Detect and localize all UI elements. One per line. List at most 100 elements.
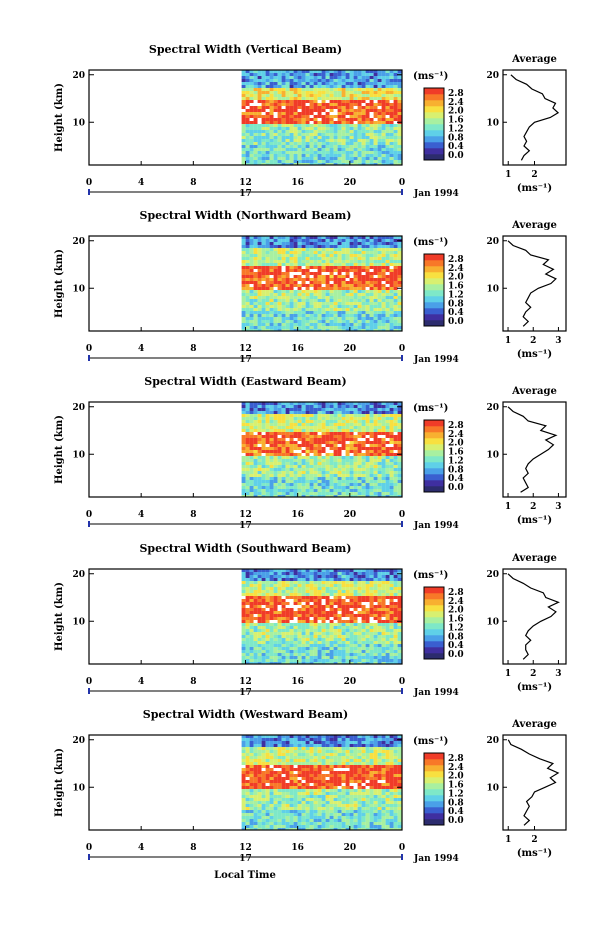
heatmap-cell xyxy=(313,402,318,405)
heatmap-cell xyxy=(377,629,382,632)
heatmap-cell xyxy=(397,623,402,626)
heatmap-cell xyxy=(329,293,334,296)
heatmap-cell xyxy=(349,127,354,130)
heatmap-cell xyxy=(325,112,330,115)
heatmap-cell xyxy=(313,426,318,429)
heatmap-cell xyxy=(293,245,298,248)
heatmap-cell xyxy=(257,154,262,157)
heatmap-cell xyxy=(305,329,310,331)
heatmap-cell xyxy=(293,88,298,91)
heatmap-cell xyxy=(369,495,374,497)
heatmap-cell xyxy=(281,492,286,495)
heatmap-cell xyxy=(249,257,254,260)
heatmap-cell xyxy=(277,462,282,465)
heatmap-cell xyxy=(261,402,266,405)
heatmap-cell xyxy=(341,483,346,486)
date-label: Jan 1994 xyxy=(413,521,459,531)
heatmap-cell xyxy=(321,94,326,97)
heatmap-cell xyxy=(365,495,370,497)
heatmap-cell xyxy=(385,124,390,127)
heatmap-cell xyxy=(269,118,274,121)
heatmap-cell xyxy=(293,76,298,79)
heatmap-cell xyxy=(253,160,258,163)
heatmap-cell xyxy=(353,587,358,590)
average-profile-line xyxy=(507,240,557,327)
heatmap-cell xyxy=(373,317,378,320)
heatmap-cell xyxy=(293,257,298,260)
heatmap-cell xyxy=(341,245,346,248)
heatmap-cell xyxy=(317,429,322,432)
heatmap-cell xyxy=(397,308,402,311)
heatmap-cell xyxy=(253,471,258,474)
heatmap-cell xyxy=(337,302,342,305)
heatmap-cell xyxy=(301,139,306,142)
heatmap-cell xyxy=(253,281,258,284)
heatmap-cell xyxy=(293,329,298,331)
heatmap-cell xyxy=(321,417,326,420)
heatmap-cell xyxy=(353,154,358,157)
heatmap-cell xyxy=(337,317,342,320)
heatmap-cell xyxy=(313,311,318,314)
heatmap-cell xyxy=(353,465,358,468)
heatmap-cell xyxy=(277,299,282,302)
heatmap-cell xyxy=(361,97,366,100)
heatmap-cell xyxy=(245,329,250,331)
heatmap-cell xyxy=(269,91,274,94)
heatmap-cell xyxy=(289,151,294,154)
heatmap-cell xyxy=(377,432,382,435)
heatmap-cell xyxy=(349,133,354,136)
heatmap-cell xyxy=(257,453,262,456)
heatmap-cell xyxy=(249,632,254,635)
heatmap-cell xyxy=(249,275,254,278)
heatmap-cell xyxy=(245,109,250,112)
heatmap-cell xyxy=(297,109,302,112)
heatmap-cell xyxy=(309,263,314,266)
heatmap-cell xyxy=(241,82,246,85)
heatmap-cell xyxy=(273,73,278,76)
heatmap-cell xyxy=(285,483,290,486)
heatmap-cell xyxy=(337,608,342,611)
heatmap-cell xyxy=(309,587,314,590)
heatmap-cell xyxy=(285,242,290,245)
heatmap-cell xyxy=(265,124,270,127)
heatmap-cell xyxy=(393,444,398,447)
heatmap-cell xyxy=(285,456,290,459)
heatmap-cell xyxy=(393,103,398,106)
heatmap-cell xyxy=(313,242,318,245)
heatmap-cell xyxy=(249,465,254,468)
heatmap-cell xyxy=(381,106,386,109)
heatmap-cell xyxy=(265,100,270,103)
heatmap-cell xyxy=(285,629,290,632)
heatmap-cell xyxy=(377,157,382,160)
heatmap-cell xyxy=(257,617,262,620)
colorbar-tick: 0.8 xyxy=(448,465,464,475)
heatmap-cell xyxy=(321,468,326,471)
heatmap-cell xyxy=(389,130,394,133)
heatmap-cell xyxy=(393,408,398,411)
heatmap-cell xyxy=(305,426,310,429)
heatmap-cell xyxy=(249,420,254,423)
heatmap-cell xyxy=(261,453,266,456)
heatmap-cell xyxy=(341,423,346,426)
heatmap-cell xyxy=(333,474,338,477)
heatmap-cell xyxy=(321,408,326,411)
heatmap-cell xyxy=(241,127,246,130)
heatmap-cell xyxy=(349,254,354,257)
heatmap-cell xyxy=(301,486,306,489)
heatmap-cell xyxy=(361,462,366,465)
heatmap-cell xyxy=(325,299,330,302)
heatmap-cell xyxy=(249,438,254,441)
heatmap-cell xyxy=(341,408,346,411)
heatmap-cell xyxy=(245,581,250,584)
heatmap-cell xyxy=(325,124,330,127)
heatmap-cell xyxy=(289,569,294,572)
heatmap-cell xyxy=(249,121,254,124)
heatmap-cell xyxy=(305,492,310,495)
heatmap-cell xyxy=(265,272,270,275)
heatmap-cell xyxy=(313,79,318,82)
heatmap-cell xyxy=(377,602,382,605)
heatmap-cell xyxy=(293,623,298,626)
heatmap-cell xyxy=(313,88,318,91)
heatmap-cell xyxy=(293,91,298,94)
heatmap-cell xyxy=(249,569,254,572)
